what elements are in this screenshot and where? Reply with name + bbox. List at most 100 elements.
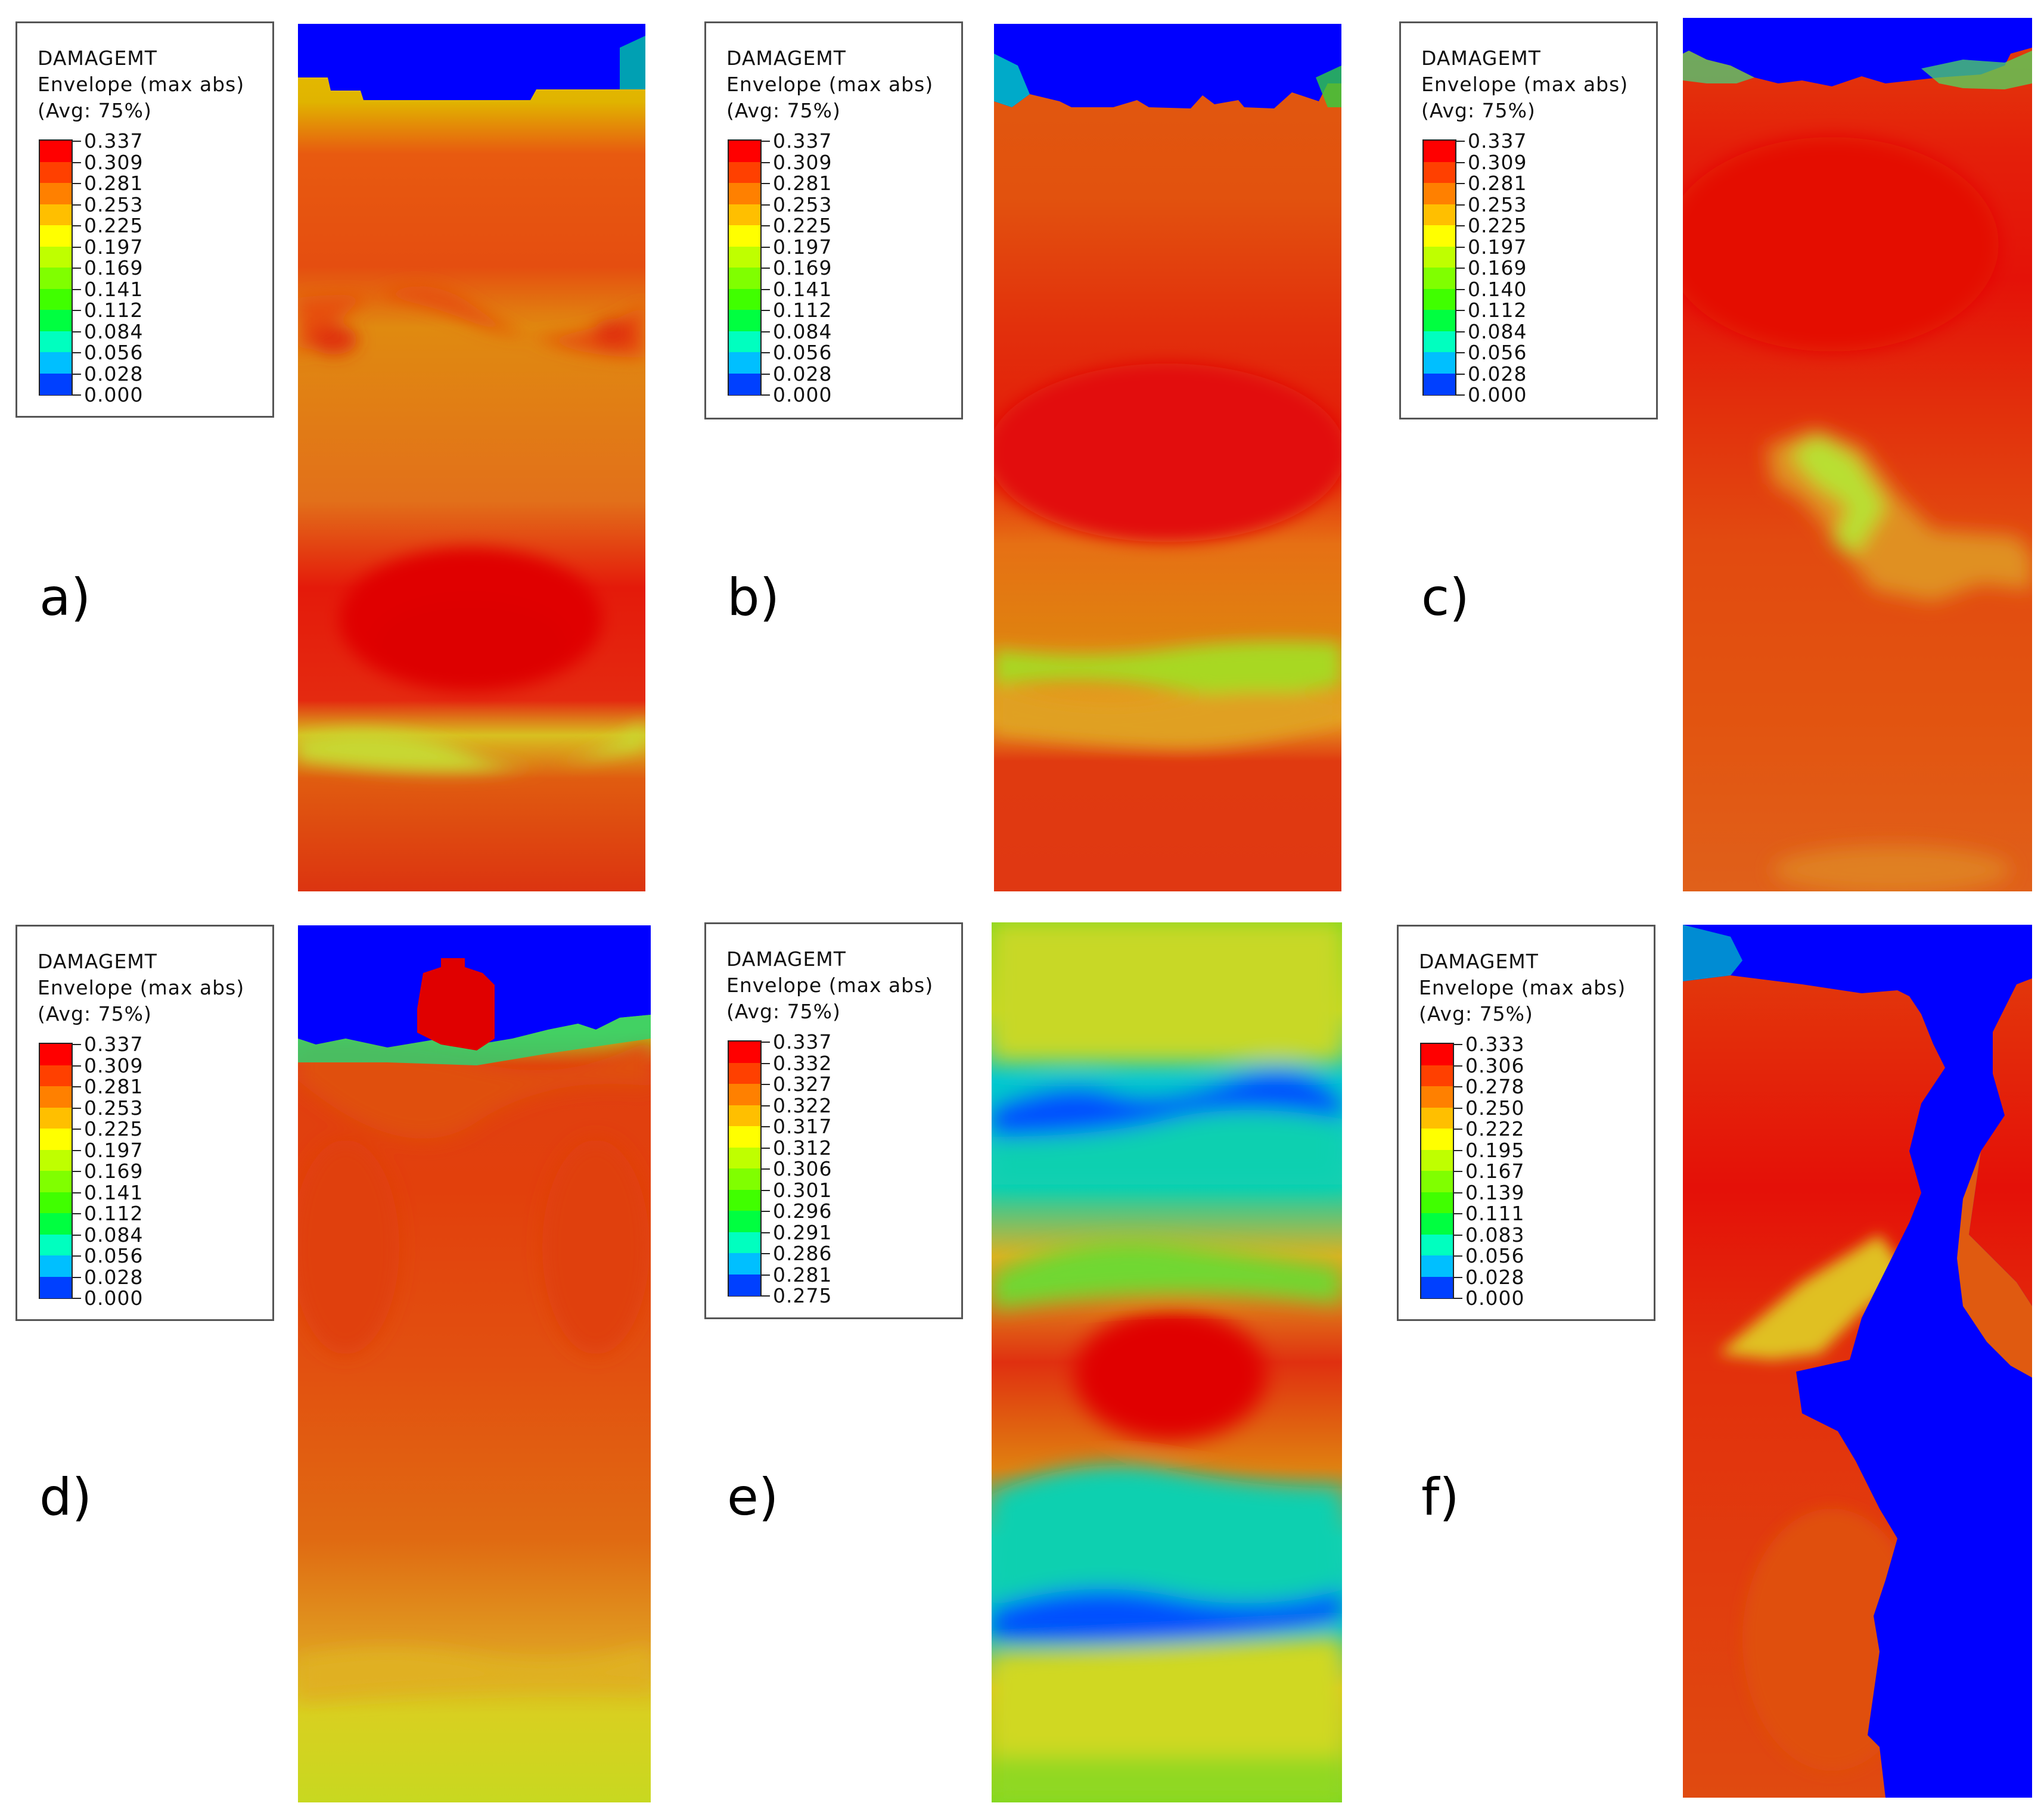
legend-value: 0.056 (1468, 341, 1527, 364)
legend-value: 0.000 (84, 1286, 144, 1310)
colorbar-segment (40, 1086, 72, 1108)
colorbar-segment (1421, 1171, 1453, 1193)
colorbar-segment (729, 225, 760, 247)
colorbar-segment (1424, 310, 1455, 332)
legend-tick (762, 204, 770, 206)
legend-b: DAMAGEMT Envelope (max abs) (Avg: 75%) 0.33… (704, 21, 963, 419)
legend-value: 0.286 (773, 1242, 832, 1265)
legend-tick (1456, 331, 1465, 332)
legend-tick (73, 1234, 81, 1236)
legend-value: 0.056 (84, 1244, 144, 1267)
contour-plot-e (992, 922, 1342, 1802)
colorbar-segment (40, 1149, 72, 1171)
legend-d-envelope: Envelope (max abs) (38, 976, 245, 999)
legend-tick (762, 1253, 770, 1254)
legend-tick (73, 1149, 81, 1151)
legend-value: 0.250 (1465, 1096, 1525, 1120)
legend-value: 0.197 (1468, 235, 1527, 259)
legend-value: 0.056 (84, 341, 144, 364)
legend-tick (762, 1295, 770, 1297)
legend-e: DAMAGEMT Envelope (max abs) (Avg: 75%) 0.33… (704, 922, 963, 1319)
legend-value: 0.337 (773, 1030, 832, 1053)
legend-tick (1456, 394, 1465, 396)
colorbar-segment (40, 352, 72, 374)
colorbar-segment (1424, 373, 1455, 395)
legend-tick (73, 331, 81, 332)
legend-value: 0.139 (1465, 1180, 1525, 1204)
legend-value: 0.309 (84, 150, 144, 174)
legend-value: 0.291 (773, 1220, 832, 1244)
legend-value: 0.169 (1468, 256, 1527, 279)
legend-c-colorbar (1422, 139, 1456, 396)
legend-value: 0.197 (84, 235, 144, 259)
legend-tick (73, 141, 81, 142)
legend-tick (762, 352, 770, 353)
legend-value: 0.337 (1468, 129, 1527, 153)
legend-b-envelope: Envelope (max abs) (726, 73, 934, 96)
colorbar-segment (729, 1189, 760, 1211)
legend-value: 0.169 (773, 256, 832, 279)
legend-tick (762, 1126, 770, 1127)
colorbar-segment (729, 1253, 760, 1275)
colorbar-segment (729, 1042, 760, 1064)
legend-tick (1454, 1255, 1462, 1257)
colorbar-segment (729, 1211, 760, 1233)
colorbar-segment (40, 1065, 72, 1087)
legend-value: 0.306 (1465, 1053, 1525, 1077)
legend-d-averaging: (Avg: 75%) (38, 1002, 152, 1025)
legend-tick (73, 1276, 81, 1278)
legend-tick (1454, 1107, 1462, 1109)
legend-a-variable: DAMAGEMT (38, 46, 157, 70)
legend-d-colorbar (39, 1043, 73, 1299)
legend-e-envelope: Envelope (max abs) (726, 974, 934, 997)
legend-value: 0.306 (773, 1157, 832, 1180)
legend-value: 0.084 (1468, 319, 1527, 343)
colorbar-segment (729, 1062, 760, 1084)
legend-tick (762, 288, 770, 290)
legend-tick (73, 204, 81, 206)
colorbar-segment (40, 246, 72, 268)
legend-tick (73, 246, 81, 248)
legend-value: 0.312 (773, 1136, 832, 1160)
legend-value: 0.000 (1465, 1286, 1525, 1310)
colorbar-segment (40, 373, 72, 395)
legend-value: 0.278 (1465, 1075, 1525, 1098)
legend-tick (73, 288, 81, 290)
legend-tick (1454, 1065, 1462, 1067)
colorbar-segment (40, 141, 72, 163)
colorbar-segment (729, 288, 760, 310)
legend-tick (762, 1189, 770, 1191)
legend-value: 0.281 (84, 1075, 144, 1098)
legend-value: 0.337 (84, 1033, 144, 1056)
colorbar-segment (40, 1213, 72, 1235)
legend-value: 0.083 (1465, 1223, 1525, 1247)
legend-tick (73, 1086, 81, 1087)
colorbar-segment (1421, 1213, 1453, 1235)
colorbar-segment (729, 1232, 760, 1254)
legend-tick (1456, 204, 1465, 206)
colorbar-segment (40, 225, 72, 247)
colorbar-segment (1421, 1234, 1453, 1256)
colorbar-segment (40, 1129, 72, 1151)
legend-tick (1454, 1044, 1462, 1045)
legend-tick (762, 161, 770, 163)
legend-value: 0.000 (773, 383, 832, 406)
legend-value: 0.253 (773, 192, 832, 216)
legend-value: 0.056 (1465, 1244, 1525, 1267)
legend-tick (762, 246, 770, 248)
legend-tick (762, 1168, 770, 1170)
legend-value: 0.253 (1468, 192, 1527, 216)
legend-tick (73, 1129, 81, 1130)
colorbar-segment (1421, 1086, 1453, 1108)
legend-value: 0.225 (84, 214, 144, 237)
legend-value: 0.275 (773, 1284, 832, 1307)
colorbar-segment (1424, 352, 1455, 374)
legend-tick (1454, 1149, 1462, 1151)
legend-f-variable: DAMAGEMT (1419, 950, 1539, 973)
legend-tick (1456, 310, 1465, 311)
legend-value: 0.141 (773, 277, 832, 301)
legend-tick (762, 1211, 770, 1212)
legend-tick (73, 1065, 81, 1067)
legend-tick (762, 1232, 770, 1233)
colorbar-segment (40, 1192, 72, 1214)
